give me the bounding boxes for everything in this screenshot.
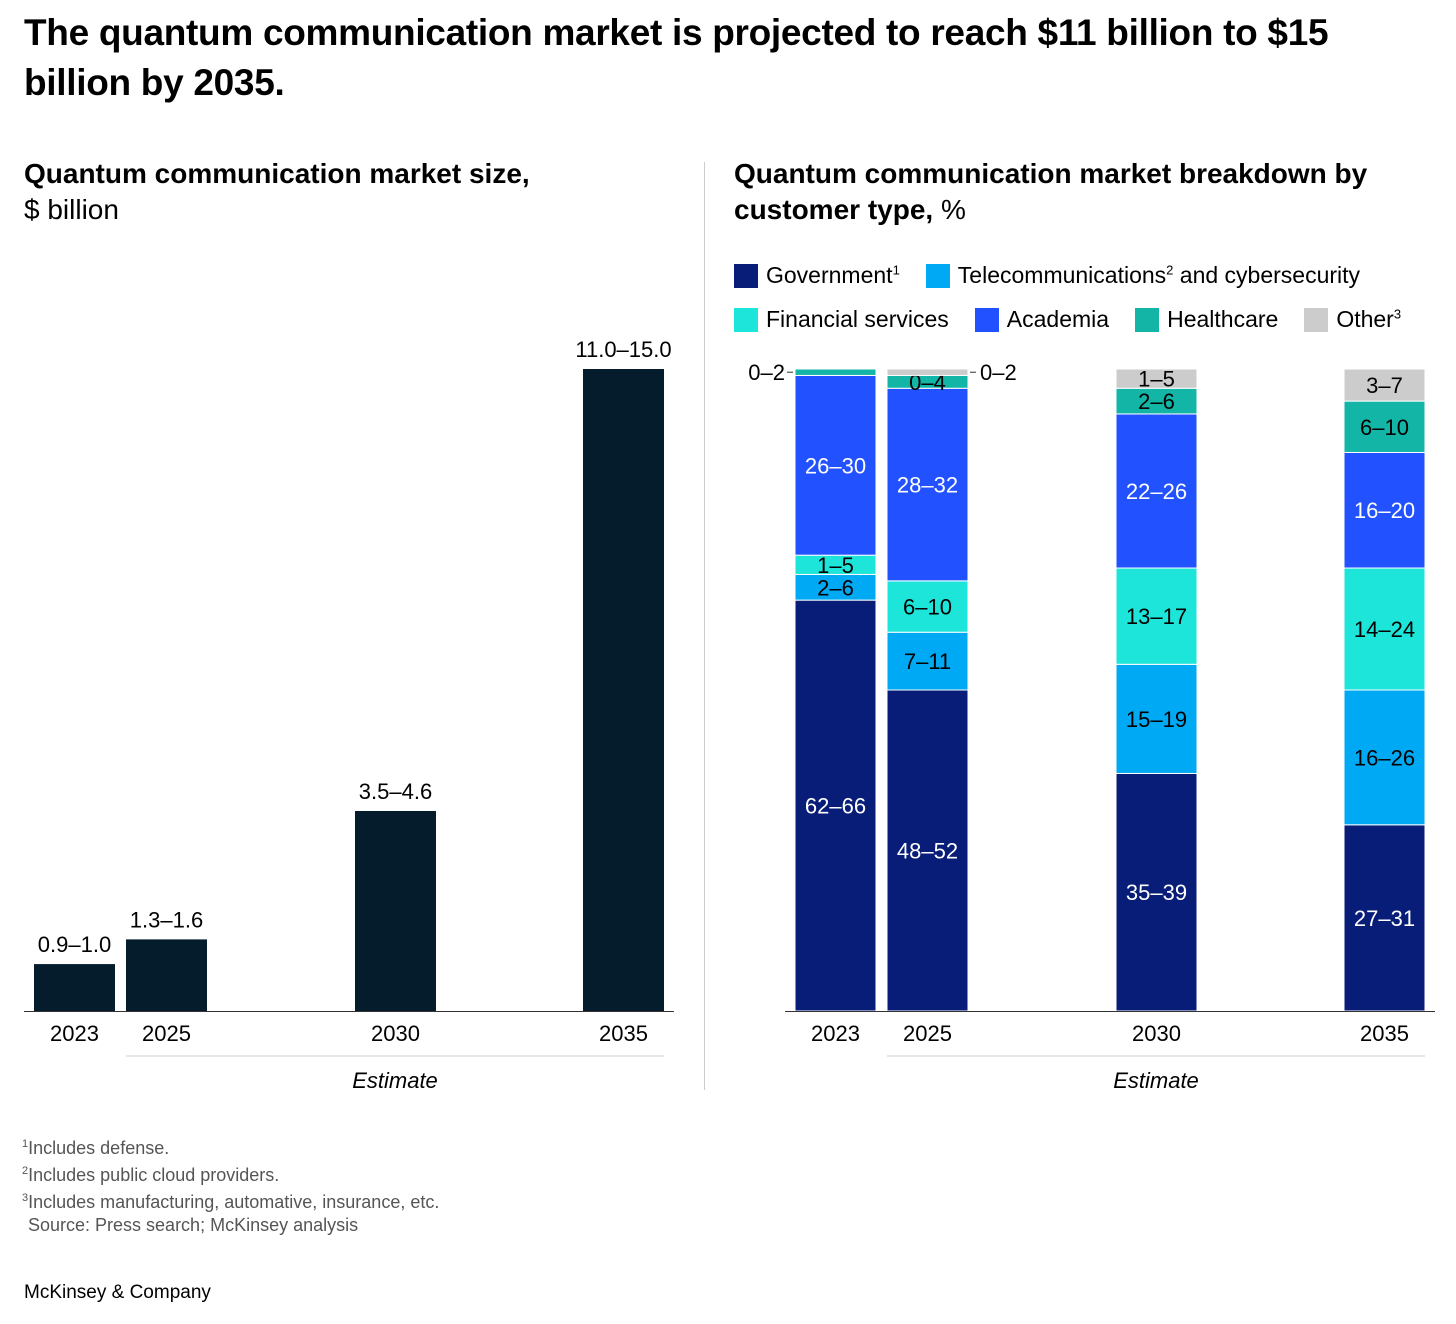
segment-label-2030: 35–39 <box>1126 880 1187 905</box>
left-chart-unit: $ billion <box>24 194 119 225</box>
stacked-segment-2025-financial <box>886 580 969 633</box>
legend-item-government: Government1 <box>734 262 900 289</box>
legend-label: Healthcare <box>1167 306 1279 332</box>
segment-label-2035: 14–24 <box>1354 617 1415 642</box>
segment-label-2035: 16–20 <box>1354 498 1415 523</box>
segment-label-2030: 2–6 <box>1138 389 1175 414</box>
stacked-segment-2035-healthcare <box>1343 400 1426 453</box>
stacked-segment-2023-government <box>794 599 877 1012</box>
legend-swatch <box>734 263 758 288</box>
stacked-segment-2035-telecommunications <box>1343 689 1426 826</box>
legend-swatch <box>1135 307 1160 332</box>
stacked-segment-2030-other <box>1115 368 1198 389</box>
segment-label-2030: 13–17 <box>1126 604 1187 629</box>
legend-label: Government <box>766 262 893 288</box>
x-tick-label-right-2035: 2035 <box>1360 1021 1409 1046</box>
legend-row-2: Financial services Academia Healthcare O… <box>734 306 1401 333</box>
segment-label-2035: 6–10 <box>1360 415 1409 440</box>
stacked-segment-2030-healthcare <box>1115 387 1198 415</box>
stacked-segment-2030-financial <box>1115 567 1198 665</box>
stacked-segment-2030-government <box>1115 772 1198 1012</box>
legend-label: Other <box>1336 306 1394 332</box>
x-tick-label-right-2023: 2023 <box>811 1021 860 1046</box>
market-value-label-2025: 1.3–1.6 <box>130 907 203 932</box>
segment-label-2023: 62–66 <box>805 794 866 819</box>
right-chart-title-text: Quantum communication market breakdown b… <box>734 158 1368 225</box>
segment-label-outside-2025: 0–2 <box>980 360 1017 385</box>
segment-label-2025: 7–11 <box>904 649 951 674</box>
x-tick-label-2030: 2030 <box>371 1021 420 1046</box>
stacked-segment-2035-government <box>1343 824 1426 1012</box>
stacked-segment-2030-academia <box>1115 413 1198 569</box>
left-chart-title-text: Quantum communication market size, <box>24 158 530 189</box>
legend-item-telecom: Telecommunications2 and cybersecurity <box>925 262 1361 289</box>
footnote-2: 2Includes public cloud providers. <box>22 1165 280 1185</box>
legend-swatch <box>974 307 999 332</box>
estimate-label: Estimate <box>352 1068 438 1093</box>
x-tick-label-2023: 2023 <box>50 1021 99 1046</box>
segment-label-2035: 3–7 <box>1366 373 1403 398</box>
legend-item-academia: Academia <box>974 306 1110 333</box>
market-bar-2023 <box>34 964 115 1011</box>
segment-label-2035: 27–31 <box>1354 906 1415 931</box>
legend-item-other: Other3 <box>1304 306 1401 333</box>
legend-swatch <box>925 263 950 288</box>
brand-logo-text: McKinsey & Company <box>24 1282 211 1303</box>
estimate-label-right: Estimate <box>1113 1068 1199 1093</box>
market-value-label-2035: 11.0–15.0 <box>575 337 671 362</box>
legend-swatch <box>1304 307 1329 332</box>
market-bar-2035 <box>583 369 664 1011</box>
stacked-segment-2023-telecommunications <box>794 573 877 601</box>
source-note: Source: Press search; McKinsey analysis <box>28 1215 359 1235</box>
segment-label-2023: 1–5 <box>817 553 854 578</box>
x-tick-label-2035: 2035 <box>599 1021 648 1046</box>
footnote-3: 3Includes manufacturing, automative, ins… <box>22 1192 440 1212</box>
stacked-segment-2030-telecommunications <box>1115 663 1198 774</box>
divider <box>704 162 705 1090</box>
legend-label: Academia <box>1006 306 1110 332</box>
stacked-segment-2035-other <box>1343 368 1426 402</box>
market-value-label-2023: 0.9–1.0 <box>38 932 111 957</box>
market-bar-2030 <box>355 810 436 1011</box>
segment-label-2030: 1–5 <box>1138 367 1175 392</box>
legend-swatch <box>734 307 758 332</box>
legend-sup: 2 <box>1166 262 1174 278</box>
stacked-segment-2035-financial <box>1343 567 1426 691</box>
market-bar-2025 <box>126 939 207 1011</box>
stacked-segment-2025-telecommunications <box>886 631 969 691</box>
stacked-segment-2023-academia <box>794 374 877 556</box>
legend-sup: 3 <box>1393 306 1402 322</box>
segment-label-2023: 26–30 <box>805 453 866 478</box>
stacked-segment-2023-healthcare <box>794 368 877 376</box>
segment-label-2025: 6–10 <box>903 595 952 620</box>
legend-item-healthcare: Healthcare <box>1135 306 1278 333</box>
page-title: The quantum communication market is proj… <box>24 12 1329 103</box>
stacked-segment-2025-academia <box>886 387 969 582</box>
stacked-segment-2025-other <box>886 368 969 376</box>
segment-label-2035: 16–26 <box>1354 745 1415 770</box>
legend-label-suffix: and cybersecurity <box>1173 262 1361 288</box>
segment-label-2023: 2–6 <box>817 575 854 600</box>
segment-label-2030: 22–26 <box>1126 479 1187 504</box>
segment-label-outside-2023: 0–2 <box>748 360 785 385</box>
stacked-segment-2025-government <box>886 689 969 1012</box>
right-chart-title: Quantum communication market breakdown b… <box>734 156 1434 228</box>
footnotes: 1Includes defense. 2Includes public clou… <box>22 1133 439 1237</box>
right-chart-unit: % <box>940 194 966 225</box>
market-value-label-2030: 3.5–4.6 <box>359 779 432 804</box>
x-tick-label-right-2030: 2030 <box>1132 1021 1181 1046</box>
footnote-1: 1Includes defense. <box>22 1138 170 1158</box>
x-tick-label-2025: 2025 <box>142 1021 191 1046</box>
segment-label-2025: 28–32 <box>897 473 958 498</box>
segment-label-2025: 48–52 <box>897 839 958 864</box>
x-tick-label-right-2025: 2025 <box>903 1021 952 1046</box>
legend-label: Financial services <box>766 306 949 332</box>
legend-item-financial: Financial services <box>734 306 949 333</box>
legend-label: Telecommunications <box>957 262 1167 288</box>
legend-row-1: Government1 Telecommunications2 and cybe… <box>734 262 1360 289</box>
legend-sup: 1 <box>892 262 900 278</box>
left-chart-title: Quantum communication market size, $ bil… <box>24 156 530 228</box>
segment-label-2030: 15–19 <box>1126 707 1187 732</box>
